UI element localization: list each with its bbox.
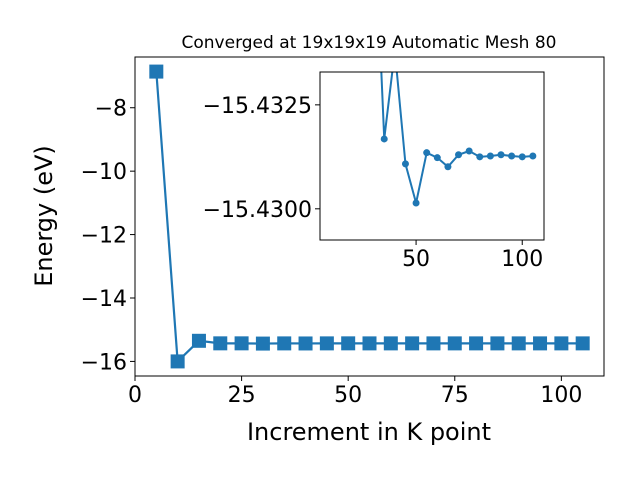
data-marker	[341, 336, 356, 351]
axes-frame	[319, 71, 545, 241]
data-marker	[277, 336, 292, 351]
data-marker	[234, 336, 249, 351]
x-tick-label: 0	[128, 383, 142, 408]
data-marker	[433, 154, 441, 162]
y-axis-label: Energy (eV)	[30, 145, 58, 287]
y-tick-label: −16	[81, 350, 127, 375]
data-marker	[497, 151, 505, 159]
data-marker	[447, 336, 462, 351]
data-marker	[405, 336, 420, 351]
data-marker	[533, 336, 548, 351]
axes-frame	[134, 56, 605, 377]
data-marker	[213, 336, 228, 351]
data-marker	[383, 336, 398, 351]
y-tick-label: −8	[95, 97, 127, 122]
chart-title: Converged at 19x19x19 Automatic Mesh 80	[182, 33, 557, 53]
data-marker	[191, 333, 206, 348]
x-tick-label: 100	[540, 383, 582, 408]
y-tick-label: −12	[81, 224, 127, 249]
x-tick-label: 25	[228, 383, 256, 408]
data-marker	[575, 336, 590, 351]
data-marker	[412, 199, 420, 207]
x-axis-label: Increment in K point	[247, 418, 491, 446]
y-tick-label: −15.4300	[203, 198, 312, 223]
y-tick-label: −14	[81, 287, 127, 312]
data-marker	[455, 151, 463, 159]
data-marker	[518, 153, 526, 161]
data-marker	[469, 336, 484, 351]
data-marker	[554, 336, 569, 351]
data-marker	[149, 64, 164, 79]
data-marker	[486, 152, 494, 160]
data-marker	[255, 336, 270, 351]
data-marker	[444, 163, 452, 171]
data-line	[380, 72, 533, 204]
data-marker	[465, 147, 473, 155]
plot-area	[380, 72, 537, 207]
x-tick-label: 100	[501, 247, 543, 272]
data-marker	[426, 336, 441, 351]
data-marker	[529, 152, 537, 160]
data-marker	[508, 152, 516, 160]
data-marker	[490, 336, 505, 351]
data-marker	[380, 135, 388, 143]
data-marker	[170, 354, 185, 369]
data-marker	[319, 336, 334, 351]
data-marker	[423, 149, 431, 157]
y-tick-label: −10	[81, 160, 127, 185]
data-marker	[511, 336, 526, 351]
x-tick-label: 75	[441, 383, 469, 408]
data-marker	[401, 160, 409, 168]
y-tick-label: −15.4325	[203, 94, 312, 119]
data-marker	[476, 153, 484, 161]
plot-area	[149, 64, 590, 369]
x-tick-label: 50	[402, 247, 430, 272]
data-marker	[362, 336, 377, 351]
x-tick-label: 50	[334, 383, 362, 408]
data-marker	[298, 336, 313, 351]
